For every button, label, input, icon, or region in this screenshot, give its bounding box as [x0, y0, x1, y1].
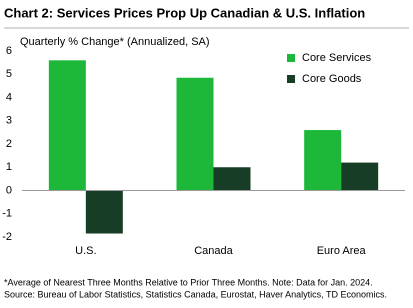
footnote: *Average of Nearest Three Months Relativ…	[4, 277, 373, 287]
y-tick-label: 1	[6, 161, 12, 173]
y-tick-label: 3	[6, 115, 12, 127]
y-tick-label: 4	[6, 91, 12, 103]
y-tick-label: -2	[2, 231, 12, 243]
bar	[176, 77, 214, 191]
legend-swatch	[287, 75, 295, 83]
legend-label: Core Services	[302, 52, 372, 64]
legend-swatch	[287, 54, 295, 62]
legend-label: Core Goods	[302, 73, 362, 85]
bar	[48, 60, 86, 191]
x-tick-label: U.S.	[75, 245, 96, 257]
bar	[341, 162, 379, 191]
bar	[85, 190, 123, 234]
bar	[304, 130, 342, 191]
bar	[213, 167, 251, 191]
y-tick-label: 6	[6, 45, 12, 57]
y-tick-label: 0	[6, 184, 12, 196]
chart-title: Chart 2: Services Prices Prop Up Canadia…	[4, 5, 365, 20]
x-tick-label: Euro Area	[317, 245, 367, 257]
footnote: Source: Bureau of Labor Statistics, Stat…	[4, 289, 387, 299]
x-tick-label: Canada	[194, 245, 233, 257]
chart-subtitle: Quarterly % Change* (Annualized, SA)	[20, 36, 210, 48]
y-tick-label: -1	[2, 208, 12, 220]
y-tick-label: 2	[6, 138, 12, 150]
y-tick-label: 5	[6, 68, 12, 80]
